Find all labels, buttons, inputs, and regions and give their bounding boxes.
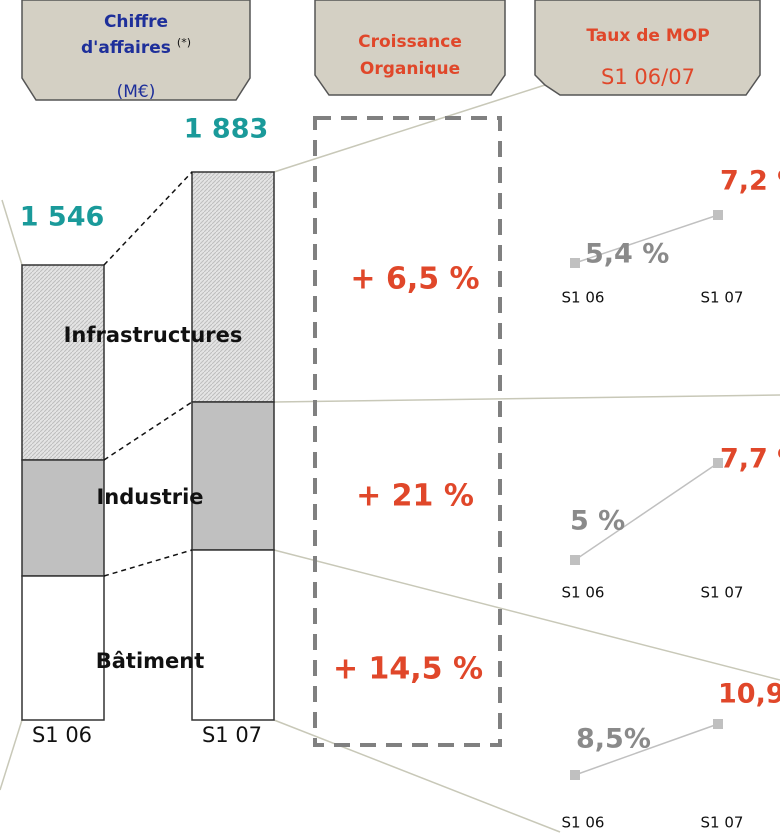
growth-value: + 21 % [356,479,474,514]
period-label: S1 06 [32,723,92,747]
segment-label: Infrastructures [64,323,243,347]
margin-period: S1 06/07 [601,65,695,89]
margin-from: 5,4 % [585,239,669,270]
segment-label: Bâtiment [96,649,205,673]
margin-to: 10,9 % [718,679,780,710]
margin-period: S1 07 [701,584,744,602]
margin-point [570,770,580,780]
bars [21,171,275,721]
margin-line [574,462,719,561]
margin-point [570,555,580,565]
growth-value: + 6,5 % [350,262,479,297]
margin-point [713,719,723,729]
margin-to: 7,7 % [720,444,780,475]
header-tabs [21,0,761,101]
bar-links [103,171,193,577]
margin-period: S1 07 [701,814,744,832]
total: 1 546 [20,202,105,233]
margin-point [713,458,723,468]
margin-point [570,258,580,268]
growth-title: Croissance Organique [358,32,462,79]
margin-line [574,214,719,264]
margin-to: 7,2 % [720,166,780,197]
margin-period: S1 06 [562,584,605,602]
revenue-title-1: Chiffre d'affaires (*) [81,12,191,58]
growth-value: + 14,5 % [333,652,483,687]
revenue-unit: (M€) [117,82,156,102]
connectors [0,84,780,833]
margin-title: Taux de MOP [586,26,709,46]
segment-label: Industrie [96,485,203,509]
margin-period: S1 06 [562,814,605,832]
margin-line [574,723,719,776]
total: 1 883 [184,114,269,145]
period-label: S1 07 [202,723,262,747]
margin-period: S1 07 [701,289,744,307]
margin-point [713,210,723,220]
margin-period: S1 06 [562,289,605,307]
margin-from: 5 % [570,506,625,537]
growth-box [313,116,502,747]
margin-from: 8,5% [576,724,651,755]
